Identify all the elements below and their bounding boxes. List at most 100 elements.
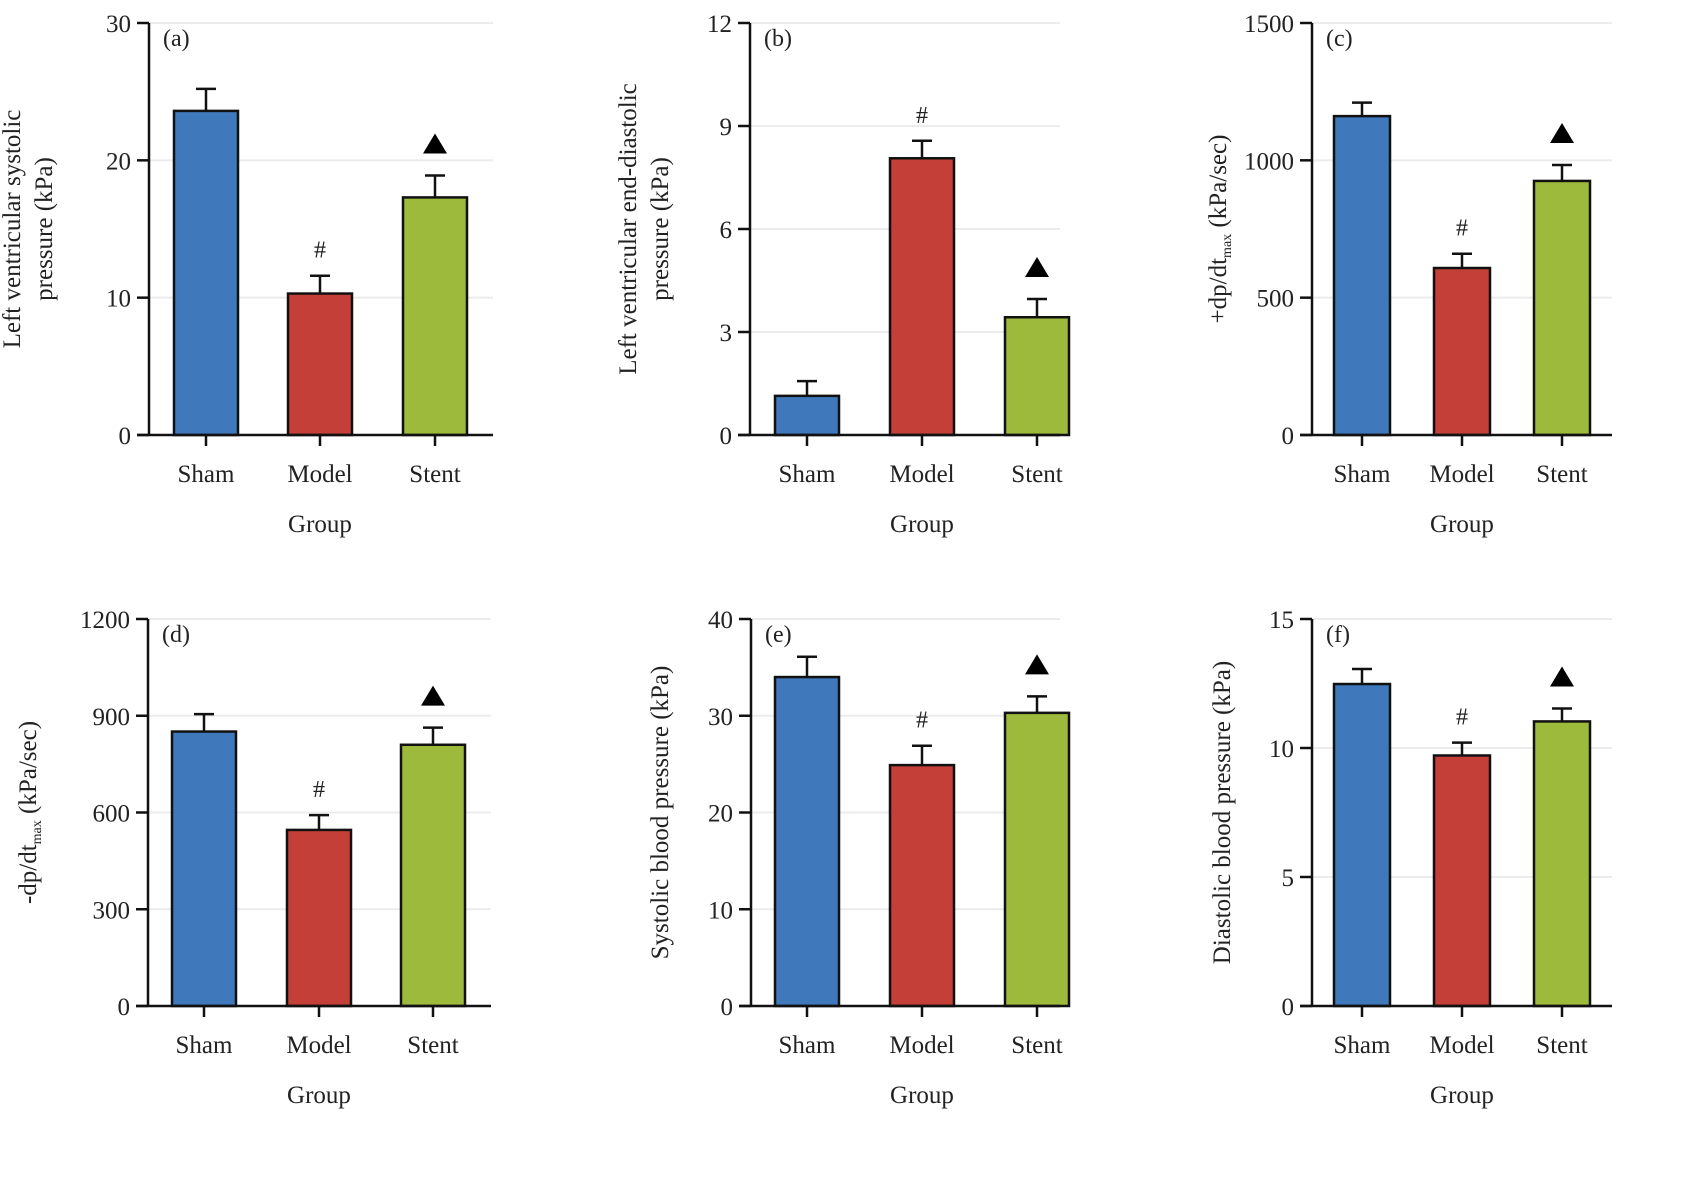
bar-sham bbox=[1332, 114, 1392, 437]
x-category-label: Stent bbox=[1536, 461, 1587, 488]
x-category-label: Stent bbox=[1011, 1032, 1062, 1059]
y-tick-label: 10 bbox=[708, 897, 733, 924]
x-axis-title: Group bbox=[287, 1082, 351, 1109]
y-tick-label: 900 bbox=[93, 704, 131, 731]
x-category-label: Stent bbox=[1011, 461, 1062, 488]
y-tick-label: 1500 bbox=[1244, 11, 1294, 38]
x-axis-title: Group bbox=[890, 511, 954, 538]
y-axis-title: Diastolic blood pressure (kPa) bbox=[1209, 661, 1236, 964]
y-tick-label: 40 bbox=[708, 607, 733, 634]
bar-sham bbox=[170, 730, 238, 1008]
x-axis-title: Group bbox=[890, 1082, 954, 1109]
panel-label: (f) bbox=[1326, 622, 1350, 648]
y-tick-label: 0 bbox=[1282, 423, 1295, 450]
y-tick-label: 0 bbox=[721, 994, 734, 1021]
x-axis-title: Group bbox=[288, 511, 352, 538]
significance-triangle-marker bbox=[1550, 123, 1574, 144]
significance-hash-marker: # bbox=[313, 777, 325, 803]
bar-sham bbox=[172, 109, 240, 437]
y-axis-title: -dp/dtmax (kPa/sec) bbox=[15, 721, 45, 904]
y-tick-label: 0 bbox=[720, 423, 733, 450]
chart-panel-f: 0 5 10 15 Sham # Model Stent (f) Group Diastolic b… bbox=[1209, 607, 1612, 1109]
chart-panel-c: 0 500 1000 1500 Sham # Model Stent (c) Group +dp/d… bbox=[1205, 11, 1612, 538]
significance-hash-marker: # bbox=[314, 238, 326, 264]
bar-stent bbox=[1532, 179, 1592, 437]
y-tick-label: 9 bbox=[720, 114, 733, 141]
y-tick-label: 0 bbox=[1282, 994, 1295, 1021]
bar-model bbox=[1432, 754, 1492, 1008]
x-category-label: Sham bbox=[1334, 1032, 1392, 1059]
significance-triangle-marker bbox=[423, 133, 447, 154]
x-category-label: Sham bbox=[176, 1032, 234, 1059]
y-tick-label: 10 bbox=[106, 286, 131, 313]
y-tick-label: 30 bbox=[708, 704, 733, 731]
bar-model bbox=[285, 828, 353, 1008]
y-tick-label: 30 bbox=[106, 11, 131, 38]
chart-panel-e: 0 10 20 30 40 Sham # Model Stent (e) Group Systolic… bbox=[647, 607, 1071, 1109]
significance-hash-marker: # bbox=[916, 708, 928, 734]
y-tick-label: 6 bbox=[720, 217, 733, 244]
x-category-label: Sham bbox=[779, 1032, 837, 1059]
chart-panel-d: 0 300 600 900 1200 Sham # Model Stent (d) Group -dp… bbox=[15, 607, 491, 1109]
panel-label: (d) bbox=[162, 622, 190, 648]
y-axis-title: Left ventricular systolic bbox=[0, 110, 26, 349]
bar-model bbox=[888, 157, 956, 437]
y-axis-title: +dp/dtmax (kPa/sec) bbox=[1205, 135, 1235, 324]
bar-stent bbox=[1532, 720, 1592, 1008]
y-tick-label: 300 bbox=[93, 897, 131, 924]
x-category-label: Model bbox=[1429, 461, 1494, 488]
chart-panel-b: 0 3 6 9 12 Sham # Model Stent (b) Group Left ventri… bbox=[615, 11, 1071, 538]
panel-label: (b) bbox=[764, 26, 792, 52]
panel-label: (a) bbox=[163, 26, 190, 52]
bar-model bbox=[888, 763, 956, 1008]
bar-stent bbox=[1003, 711, 1071, 1008]
significance-triangle-marker bbox=[1550, 666, 1574, 687]
significance-triangle-marker bbox=[1025, 654, 1049, 675]
chart-panel-a: 0 10 20 30 Sham # Model Stent (a) Group Left ventr… bbox=[0, 11, 493, 538]
y-axis-title: Left ventricular end-diastolic bbox=[615, 83, 642, 375]
bar-sham bbox=[773, 675, 841, 1008]
y-tick-label: 12 bbox=[707, 11, 732, 38]
x-category-label: Stent bbox=[409, 461, 460, 488]
y-tick-label: 5 bbox=[1282, 865, 1295, 892]
y-axis-title: pressure (kPa) bbox=[647, 157, 674, 301]
y-tick-label: 10 bbox=[1269, 736, 1294, 763]
panel-label: (e) bbox=[765, 622, 792, 648]
x-category-label: Model bbox=[287, 461, 352, 488]
x-category-label: Model bbox=[889, 461, 954, 488]
significance-hash-marker: # bbox=[916, 103, 928, 129]
x-category-label: Sham bbox=[1334, 461, 1392, 488]
x-axis-title: Group bbox=[1430, 1082, 1494, 1109]
y-tick-label: 3 bbox=[720, 320, 733, 347]
bar-stent bbox=[1003, 315, 1071, 437]
panel-label: (c) bbox=[1326, 26, 1353, 52]
y-tick-label: 500 bbox=[1257, 286, 1295, 313]
bar-sham bbox=[1332, 682, 1392, 1008]
bar-model bbox=[1432, 266, 1492, 437]
y-axis-title: pressure (kPa) bbox=[31, 157, 58, 301]
bar-stent bbox=[399, 743, 467, 1008]
y-axis-title: Systolic blood pressure (kPa) bbox=[647, 666, 674, 960]
y-tick-label: 1000 bbox=[1244, 148, 1294, 175]
x-category-label: Stent bbox=[407, 1032, 458, 1059]
significance-triangle-marker bbox=[421, 685, 445, 706]
x-category-label: Sham bbox=[178, 461, 236, 488]
bar-sham bbox=[773, 394, 841, 437]
x-axis-title: Group bbox=[1430, 511, 1494, 538]
y-tick-label: 0 bbox=[119, 423, 132, 450]
x-category-label: Stent bbox=[1536, 1032, 1587, 1059]
y-tick-label: 20 bbox=[708, 801, 733, 828]
x-category-label: Sham bbox=[779, 461, 837, 488]
bar-model bbox=[286, 292, 354, 437]
x-category-label: Model bbox=[1429, 1032, 1494, 1059]
y-tick-label: 1200 bbox=[80, 607, 130, 634]
y-tick-label: 600 bbox=[93, 801, 131, 828]
significance-triangle-marker bbox=[1025, 257, 1049, 278]
significance-hash-marker: # bbox=[1456, 705, 1468, 731]
significance-hash-marker: # bbox=[1456, 216, 1468, 242]
y-tick-label: 15 bbox=[1269, 607, 1294, 634]
x-category-label: Model bbox=[286, 1032, 351, 1059]
y-tick-label: 0 bbox=[118, 994, 131, 1021]
bar-stent bbox=[401, 196, 469, 437]
